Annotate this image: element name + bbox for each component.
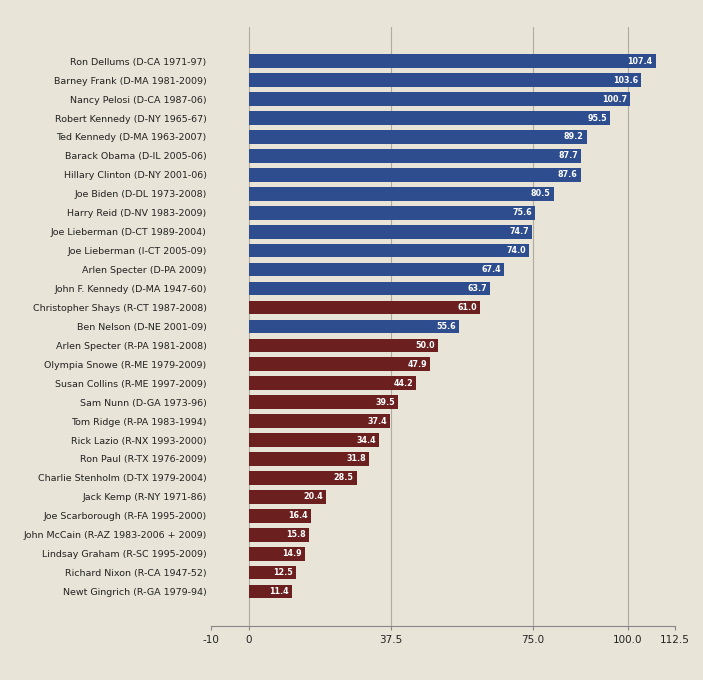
Bar: [249, 395, 399, 409]
Text: 34.4: 34.4: [356, 436, 376, 445]
Bar: [249, 73, 641, 87]
Text: 100.7: 100.7: [602, 95, 627, 103]
Text: 11.4: 11.4: [269, 587, 289, 596]
Bar: [249, 547, 305, 560]
Bar: [249, 244, 529, 258]
Bar: [249, 320, 459, 333]
Text: 20.4: 20.4: [303, 492, 323, 501]
Text: 89.2: 89.2: [564, 133, 583, 141]
Bar: [249, 168, 581, 182]
Text: 39.5: 39.5: [375, 398, 395, 407]
Text: 75.6: 75.6: [512, 208, 532, 217]
Bar: [249, 509, 311, 523]
Text: 74.0: 74.0: [506, 246, 526, 255]
Bar: [249, 92, 630, 106]
Bar: [249, 54, 656, 68]
Bar: [249, 528, 309, 541]
Bar: [249, 282, 490, 295]
Text: 95.5: 95.5: [588, 114, 607, 122]
Text: 103.6: 103.6: [613, 75, 638, 85]
Text: 31.8: 31.8: [347, 454, 366, 464]
Bar: [249, 414, 390, 428]
Bar: [249, 187, 554, 201]
Text: 47.9: 47.9: [408, 360, 427, 369]
Bar: [249, 452, 369, 466]
Text: 87.7: 87.7: [558, 152, 578, 160]
Bar: [249, 490, 326, 504]
Bar: [249, 377, 416, 390]
Text: 16.4: 16.4: [288, 511, 308, 520]
Text: 80.5: 80.5: [531, 189, 550, 199]
Text: 12.5: 12.5: [273, 568, 293, 577]
Bar: [249, 585, 292, 598]
Text: 28.5: 28.5: [334, 473, 354, 482]
Text: 50.0: 50.0: [415, 341, 435, 350]
Bar: [249, 149, 581, 163]
Bar: [249, 262, 504, 276]
Text: 15.8: 15.8: [286, 530, 306, 539]
Bar: [249, 339, 438, 352]
Text: 44.2: 44.2: [394, 379, 413, 388]
Text: 37.4: 37.4: [368, 417, 387, 426]
Bar: [249, 130, 586, 143]
Bar: [249, 471, 356, 485]
Text: 67.4: 67.4: [482, 265, 501, 274]
Bar: [249, 358, 430, 371]
Bar: [249, 225, 531, 239]
Text: 107.4: 107.4: [627, 56, 652, 66]
Text: 87.6: 87.6: [557, 171, 578, 180]
Bar: [249, 301, 480, 314]
Text: 74.7: 74.7: [509, 227, 529, 236]
Text: 14.9: 14.9: [283, 549, 302, 558]
Bar: [249, 433, 379, 447]
Bar: [249, 112, 610, 125]
Text: 63.7: 63.7: [467, 284, 487, 293]
Text: 61.0: 61.0: [457, 303, 477, 312]
Text: 55.6: 55.6: [437, 322, 456, 331]
Bar: [249, 206, 535, 220]
Bar: [249, 566, 296, 579]
